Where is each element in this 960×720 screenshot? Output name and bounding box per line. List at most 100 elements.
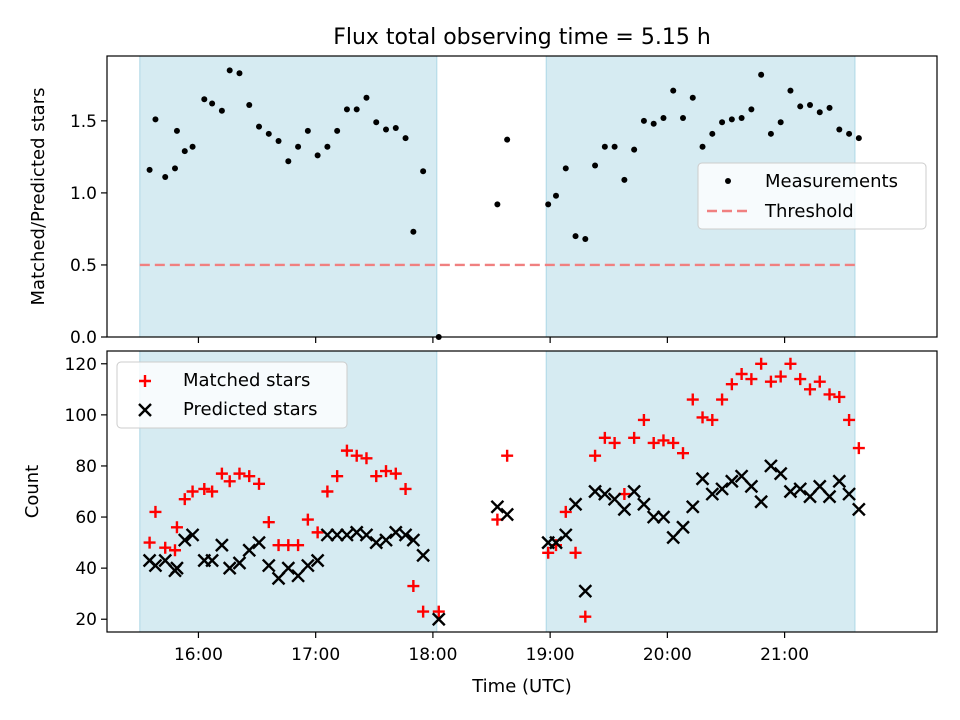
measurement-point [670, 87, 677, 94]
predicted-star-point [416, 548, 430, 563]
measurement-point [304, 127, 311, 134]
matched-star-point [292, 539, 305, 552]
matched-star-point [149, 505, 162, 518]
y-tick-label: 1.0 [70, 184, 97, 204]
matched-star-point [215, 467, 228, 480]
measurement-point [236, 70, 243, 77]
matched-star-point [432, 605, 445, 618]
measurement-point [218, 107, 225, 114]
matched-star-point [321, 485, 334, 498]
predicted-star-point [842, 487, 856, 501]
measurement-point [226, 67, 233, 74]
measurement-point [777, 119, 784, 126]
measurement-point [324, 143, 331, 150]
measurement-point [601, 143, 608, 150]
matched-star-point [143, 536, 156, 549]
measurement-point [420, 168, 427, 175]
measurement-point [552, 192, 559, 199]
x-tick-label: 18:00 [408, 645, 457, 665]
measurement-point [343, 106, 350, 113]
measurement-point [494, 201, 501, 208]
matched-star-point [628, 431, 641, 444]
measurement-point [209, 100, 216, 107]
predicted-star-point [793, 482, 808, 496]
shaded-interval [139, 55, 438, 338]
matched-star-point [794, 373, 807, 386]
matched-star-point [253, 477, 266, 490]
matched-star-point [647, 436, 660, 449]
measurement-point [334, 127, 341, 134]
predicted-star-point [597, 487, 612, 501]
predicted-star-point [340, 528, 354, 542]
measurement-point [181, 148, 188, 155]
matched-star-point [170, 521, 183, 534]
measurement-point [738, 114, 745, 121]
y-tick-label: 0.0 [70, 328, 97, 348]
measurement-point [152, 116, 159, 123]
legend-box [116, 361, 348, 429]
predicted-star-point [558, 528, 573, 542]
legend-predicted-label: Predicted stars [183, 399, 317, 420]
matched-star-point [243, 470, 256, 483]
matched-star-point [589, 449, 602, 462]
predicted-star-point [379, 533, 393, 547]
measurement-point [855, 135, 862, 142]
measurement-point [146, 166, 153, 173]
matched-star-point [301, 513, 314, 526]
predicted-star-point [646, 510, 661, 524]
legend: Matched stars Predicted stars [116, 361, 348, 429]
predicted-star-point [568, 497, 583, 512]
matched-star-point [676, 447, 689, 460]
predicted-star-point [431, 612, 446, 627]
matched-star-point [350, 449, 363, 462]
measurement-point [621, 176, 628, 183]
axes-frame [106, 55, 938, 338]
matched-star-point [803, 383, 816, 396]
matched-star-point [159, 541, 172, 554]
x-tick-label: 17:00 [291, 645, 340, 665]
axes-frame [106, 350, 938, 633]
y-tick-label: 1.5 [70, 112, 97, 132]
matched-star-point [667, 436, 680, 449]
matched-star-point [706, 413, 719, 426]
predicted-star-point [578, 584, 593, 598]
measurement-point [631, 146, 638, 153]
predicted-star-point [588, 484, 602, 499]
predicted-star-point [349, 525, 364, 540]
predicted-star-point [754, 494, 769, 509]
measurement-point [392, 125, 399, 132]
matched-star-point [745, 373, 758, 386]
predicted-star-point [773, 466, 788, 481]
predicted-star-point [637, 497, 651, 512]
matched-star-point [501, 449, 514, 462]
predicted-star-point [406, 533, 421, 547]
predicted-star-point [232, 556, 247, 570]
predicted-star-point [676, 520, 690, 535]
y-axis-label: Matched/Predicted stars [28, 88, 49, 306]
measurement-point [295, 143, 302, 150]
predicted-star-point [330, 528, 345, 542]
measurement-point [353, 106, 360, 113]
matched-star-point [657, 434, 670, 447]
predicted-star-point [148, 558, 163, 573]
measurement-point [582, 236, 589, 243]
matched-star-point [696, 411, 709, 424]
predicted-star-point [177, 533, 192, 547]
measurement-point [748, 106, 755, 113]
measurement-point [806, 101, 813, 108]
matched-star-point [360, 452, 373, 465]
matched-star-point [608, 436, 621, 449]
legend: Measurements Threshold [697, 162, 927, 230]
predicted-star-point [822, 489, 837, 504]
matched-star-point [233, 467, 246, 480]
matched-star-point [716, 393, 729, 406]
predicted-star-point [744, 479, 759, 494]
measurement-point [410, 228, 417, 235]
measurement-point [246, 101, 253, 108]
matched-star-point [340, 444, 353, 457]
predicted-star-point [685, 499, 700, 514]
y-tick-label: 40 [75, 559, 97, 579]
predicted-star-point [222, 561, 237, 575]
measurement-point [171, 165, 178, 172]
matched-star-point [380, 465, 393, 478]
